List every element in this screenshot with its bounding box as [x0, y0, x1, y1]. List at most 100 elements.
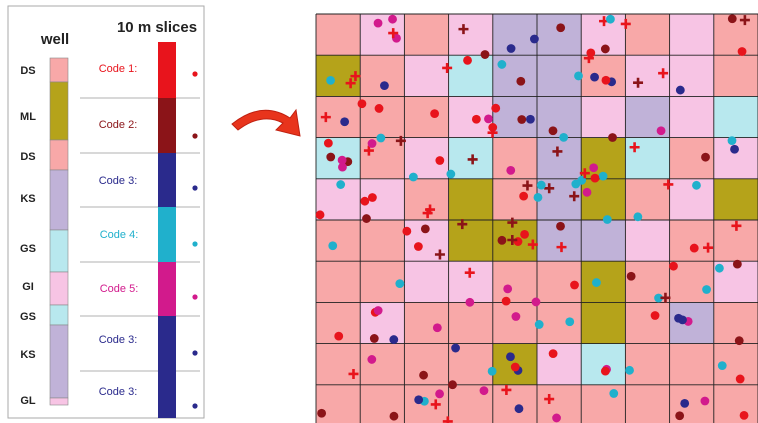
dot-marker [419, 370, 428, 380]
dot-marker [675, 411, 685, 421]
dot-marker [534, 320, 544, 329]
code-label: Code 3: [99, 334, 138, 346]
dot-marker [334, 331, 344, 341]
dot-marker [395, 279, 405, 289]
dot-marker [590, 173, 600, 183]
dot-marker [506, 44, 516, 53]
dot-marker [448, 380, 457, 390]
dot-marker [389, 335, 399, 344]
dot-marker [336, 180, 346, 189]
dot-marker [497, 60, 507, 69]
dot-marker [692, 180, 701, 190]
plus-marker [388, 28, 399, 39]
code-swatch-6 [158, 371, 176, 418]
map-cell [625, 220, 671, 262]
dot-marker [626, 271, 636, 281]
code-label: Code 4: [100, 229, 139, 241]
map-cell [581, 96, 626, 139]
code-swatch-1 [158, 98, 176, 153]
dot-marker [556, 221, 565, 231]
code-swatch-0 [158, 42, 176, 98]
well-unit-6 [49, 304, 69, 326]
dot-marker [451, 343, 460, 353]
dot-marker [514, 404, 524, 414]
dot-marker [389, 411, 399, 421]
dot-marker [487, 366, 497, 376]
dot-marker [552, 413, 561, 423]
code-dot [192, 350, 198, 356]
dot-marker [592, 278, 601, 287]
dot-marker [326, 75, 335, 85]
map-cell [316, 14, 361, 56]
dot-marker [559, 132, 569, 142]
dot-marker [520, 229, 529, 239]
dot-marker [739, 411, 749, 420]
map-cell [713, 178, 758, 221]
code-label: Code 2: [99, 119, 138, 131]
dot-marker [488, 123, 498, 132]
dot-marker [484, 114, 493, 124]
code-label: Code 3: [99, 386, 138, 398]
plus-marker [507, 234, 518, 245]
plus-marker [569, 191, 580, 202]
code-dot [192, 133, 198, 139]
map-cell [625, 14, 671, 56]
map-cell [316, 220, 361, 262]
code-swatch-2 [158, 153, 176, 207]
dot-marker [373, 306, 383, 315]
dot-marker [530, 34, 539, 44]
plus-marker [552, 146, 563, 157]
well-unit-2 [49, 139, 69, 171]
dot-marker [413, 242, 423, 251]
map-cell [448, 261, 494, 303]
well-unit-3 [49, 169, 69, 231]
dot-marker [402, 226, 412, 236]
map-cell [360, 343, 405, 386]
map-cell [625, 343, 671, 386]
plus-marker [395, 135, 406, 146]
dot-marker [727, 136, 737, 146]
plus-marker [430, 399, 441, 410]
dot-marker [435, 389, 444, 399]
code-color-column [158, 42, 176, 418]
map-cell [669, 178, 715, 221]
dot-marker [678, 315, 687, 325]
dot-marker [525, 114, 535, 124]
map-cell [404, 343, 450, 386]
well-unit-1 [49, 81, 69, 141]
dot-marker [574, 71, 583, 81]
map-cell [448, 302, 494, 345]
code-dot [192, 185, 198, 191]
dot-marker [326, 152, 336, 162]
dot-marker [501, 296, 511, 306]
map-cell [625, 384, 671, 423]
dot-marker [503, 284, 513, 294]
dot-marker [609, 389, 619, 398]
dot-marker [548, 126, 558, 136]
dot-marker [511, 312, 521, 321]
dot-marker [734, 336, 744, 346]
dot-marker [680, 398, 690, 408]
plus-marker [556, 242, 567, 253]
map-cell [581, 261, 626, 303]
well-panel: well 10 m slices DS ML DS KS GS GI GS KS GL Code… [7, 5, 205, 419]
dot-marker [519, 191, 529, 201]
map-cell [537, 343, 582, 386]
map-cell [669, 96, 715, 139]
dot-marker [533, 192, 543, 202]
dot-marker [376, 133, 386, 143]
dot-marker [446, 169, 456, 179]
dot-marker [602, 215, 612, 224]
plus-marker [320, 112, 331, 123]
dot-marker [656, 126, 666, 136]
code-label: Code 3: [99, 175, 138, 187]
plus-marker [703, 242, 714, 253]
map-cell [448, 220, 494, 262]
plus-marker [660, 292, 671, 303]
dot-marker [735, 374, 745, 384]
dot-marker [606, 14, 615, 24]
dot-marker [338, 162, 347, 172]
map-cell [360, 220, 405, 262]
plus-marker [363, 145, 374, 156]
